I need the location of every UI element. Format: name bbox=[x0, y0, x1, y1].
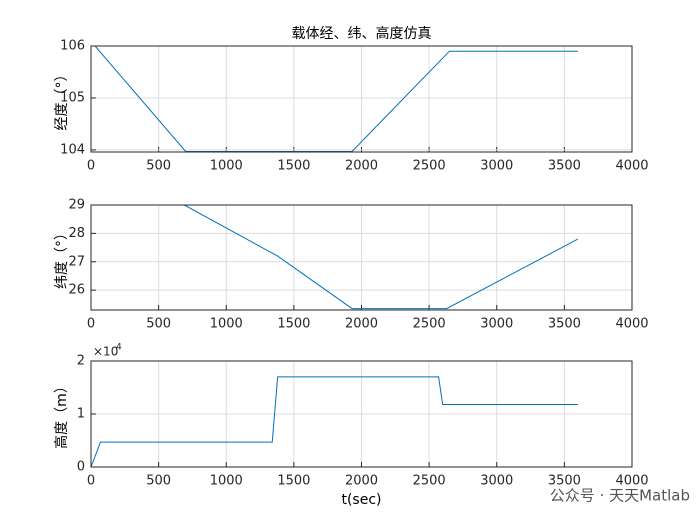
x-tick-label: 500 bbox=[146, 474, 171, 489]
y-tick-label: 105 bbox=[60, 90, 85, 105]
y-tick-label: 1 bbox=[77, 407, 85, 422]
x-tick-label: 4000 bbox=[615, 317, 648, 332]
x-tick-label: 4000 bbox=[615, 159, 648, 174]
x-tick-label: 1500 bbox=[277, 474, 310, 489]
x-tick-label: 2000 bbox=[345, 159, 378, 174]
x-tick-label: 3000 bbox=[480, 474, 513, 489]
x-tick-label: 4000 bbox=[615, 474, 648, 489]
x-tick-label: 3000 bbox=[480, 317, 513, 332]
x-tick-label: 1500 bbox=[277, 317, 310, 332]
x-tick-label: 3500 bbox=[548, 159, 581, 174]
x-tick-label: 1000 bbox=[210, 474, 243, 489]
x-tick-label: 2500 bbox=[413, 474, 446, 489]
x-tick-label: 500 bbox=[146, 159, 171, 174]
data-line bbox=[90, 376, 578, 468]
watermark: 公众号 · 天天Matlab bbox=[550, 487, 690, 505]
y-tick-label: 26 bbox=[68, 283, 85, 298]
x-axis-label: t(sec) bbox=[341, 492, 381, 508]
y-tick-label: 28 bbox=[68, 226, 85, 241]
x-tick-label: 2500 bbox=[413, 317, 446, 332]
x-tick-label: 2500 bbox=[413, 159, 446, 174]
y-axis-label: 经度（°） bbox=[54, 68, 70, 131]
y-axis-label: 纬度（°） bbox=[54, 226, 70, 289]
y-tick-label: 0 bbox=[77, 460, 85, 475]
y-tick-label: 29 bbox=[68, 198, 85, 213]
x-tick-label: 1000 bbox=[210, 159, 243, 174]
y-tick-label: 27 bbox=[68, 254, 85, 269]
chart-title: 载体经、纬、高度仿真 bbox=[292, 25, 432, 42]
x-tick-label: 500 bbox=[146, 317, 171, 332]
x-tick-label: 3000 bbox=[480, 159, 513, 174]
x-tick-label: 3500 bbox=[548, 317, 581, 332]
x-tick-label: 1500 bbox=[277, 159, 310, 174]
axes-box bbox=[90, 45, 633, 153]
y-axis-label: 高度（m） bbox=[53, 379, 70, 449]
x-tick-label: 1000 bbox=[210, 317, 243, 332]
x-tick-label: 0 bbox=[87, 474, 95, 489]
y-exponent-base: ×10 bbox=[93, 345, 118, 359]
axes-box bbox=[90, 204, 633, 311]
y-tick-label: 2 bbox=[77, 354, 85, 369]
x-tick-label: 2000 bbox=[345, 474, 378, 489]
axes-box bbox=[90, 360, 633, 468]
y-tick-label: 104 bbox=[60, 142, 85, 157]
y-exponent: 4 bbox=[116, 343, 122, 353]
x-tick-label: 2000 bbox=[345, 317, 378, 332]
x-tick-label: 0 bbox=[87, 317, 95, 332]
y-tick-label: 106 bbox=[60, 39, 85, 54]
x-tick-label: 0 bbox=[87, 159, 95, 174]
data-line bbox=[94, 45, 578, 152]
x-tick-label: 3500 bbox=[548, 474, 581, 489]
